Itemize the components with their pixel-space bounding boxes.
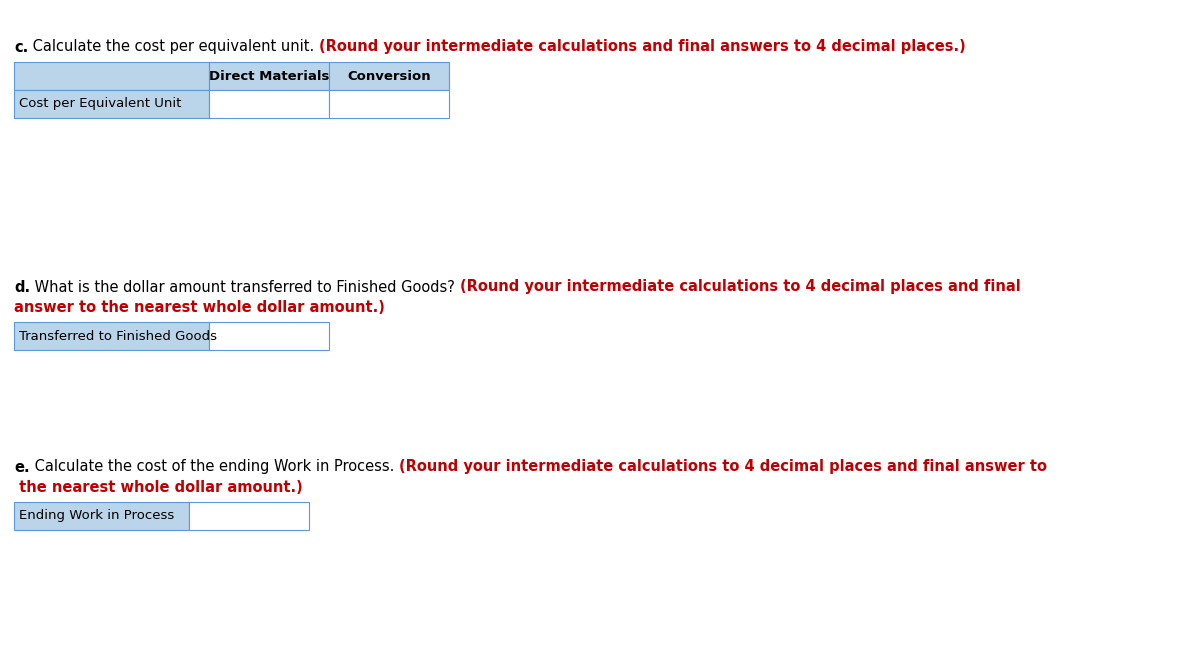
Bar (14, 90, 209, 118)
Text: Transferred to Finished Goods: Transferred to Finished Goods (19, 329, 217, 343)
Text: Cost per Equivalent Unit: Cost per Equivalent Unit (19, 98, 181, 110)
Bar (329, 62, 449, 90)
Text: Calculate the cost per equivalent unit.: Calculate the cost per equivalent unit. (29, 39, 319, 54)
Bar (209, 322, 329, 350)
Text: (Round your intermediate calculations to 4 decimal places and final: (Round your intermediate calculations to… (460, 280, 1020, 295)
Bar (209, 62, 329, 90)
Bar (190, 502, 310, 530)
Bar (209, 90, 329, 118)
Text: Calculate the cost of the ending Work in Process.: Calculate the cost of the ending Work in… (30, 459, 398, 475)
Text: Direct Materials: Direct Materials (209, 70, 329, 82)
Text: c.: c. (14, 39, 29, 54)
Bar (329, 90, 449, 118)
Bar (14, 322, 209, 350)
Text: Conversion: Conversion (347, 70, 431, 82)
Text: (Round your intermediate calculations to 4 decimal places and final answer to: (Round your intermediate calculations to… (398, 459, 1046, 475)
Text: the nearest whole dollar amount.): the nearest whole dollar amount.) (14, 479, 302, 495)
Text: d.: d. (14, 280, 30, 295)
Text: (Round your intermediate calculations and final answers to 4 decimal places.): (Round your intermediate calculations an… (319, 39, 966, 54)
Text: answer to the nearest whole dollar amount.): answer to the nearest whole dollar amoun… (14, 299, 385, 315)
Bar (14, 502, 190, 530)
Text: Ending Work in Process: Ending Work in Process (19, 509, 174, 523)
Text: What is the dollar amount transferred to Finished Goods?: What is the dollar amount transferred to… (30, 280, 460, 295)
Text: e.: e. (14, 459, 30, 475)
Bar (14, 62, 209, 90)
